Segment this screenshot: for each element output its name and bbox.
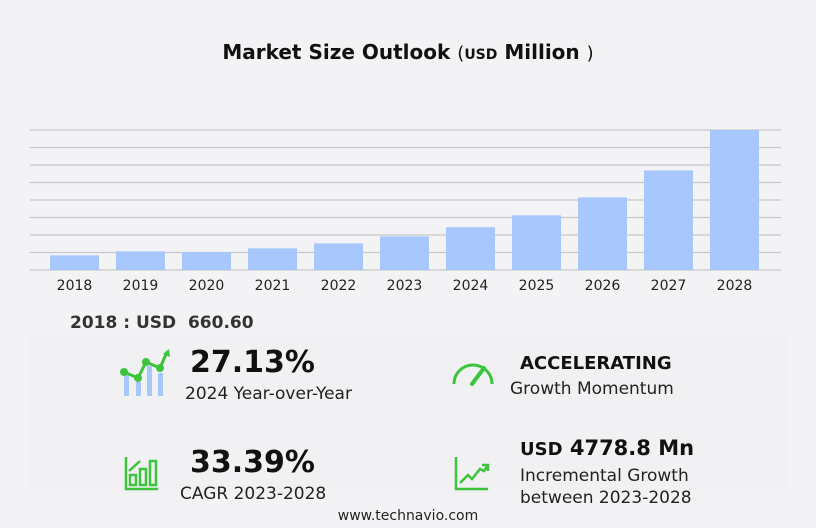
momentum-label: Growth Momentum — [510, 379, 674, 399]
x-tick-label: 2018 — [57, 278, 93, 294]
bar-2024 — [446, 227, 495, 270]
bar-2025 — [512, 215, 561, 270]
bar-2018 — [50, 255, 99, 270]
cagr-value: 33.39% — [190, 445, 315, 480]
x-tick-label: 2019 — [123, 278, 159, 294]
base-year-value: 2018 : USD 660.60 — [70, 313, 254, 333]
x-tick-label: 2023 — [387, 278, 423, 294]
base-year-label: 2018 : USD — [70, 313, 177, 333]
bar-growth-icon — [124, 457, 158, 491]
bar-2019 — [116, 251, 165, 270]
bar-2022 — [314, 243, 363, 270]
momentum-value: ACCELERATING — [520, 353, 672, 374]
title-unit-prefix: USD — [464, 47, 498, 63]
x-tick-label: 2024 — [453, 278, 489, 294]
title-main: Market Size Outlook — [222, 40, 451, 64]
speedometer-icon — [452, 363, 494, 386]
x-tick-label: 2026 — [585, 278, 621, 294]
yoy-value: 27.13% — [190, 345, 315, 380]
x-tick-label: 2028 — [717, 278, 753, 294]
footer-url: www.technavio.com — [337, 508, 479, 524]
yoy-label: 2024 Year-over-Year — [185, 384, 352, 404]
base-year-number: 660.60 — [187, 313, 254, 333]
bar-chart: 2018 2019 2020 2021 2022 2023 2024 2025 2026 2027… — [30, 129, 781, 294]
chart-title: Market Size Outlook (USD Million ) — [0, 40, 816, 64]
bar-2020 — [182, 252, 231, 270]
bar-2027 — [644, 170, 693, 270]
x-tick-label: 2025 — [519, 278, 555, 294]
growth-chart-icon — [120, 349, 170, 396]
title-paren-open: ( — [457, 43, 465, 64]
bar-2028 — [710, 130, 759, 270]
title-unit: Million — [504, 40, 580, 64]
cagr-label: CAGR 2023-2028 — [180, 484, 327, 504]
incremental-value: 4778.8 Mn — [569, 436, 695, 460]
bar-2023 — [380, 236, 429, 270]
x-tick-label: 2027 — [651, 278, 687, 294]
x-tick-label: 2021 — [255, 278, 291, 294]
x-tick-label: 2020 — [189, 278, 225, 294]
x-tick-label: 2022 — [321, 278, 357, 294]
incremental-prefix: USD — [520, 439, 563, 460]
title-paren-close: ) — [586, 43, 594, 64]
line-growth-icon — [454, 457, 490, 491]
bar-2021 — [248, 248, 297, 270]
incremental-label-1: Incremental Growth — [520, 466, 689, 486]
incremental-label-2: between 2023-2028 — [520, 488, 692, 508]
bar-2026 — [578, 197, 627, 270]
